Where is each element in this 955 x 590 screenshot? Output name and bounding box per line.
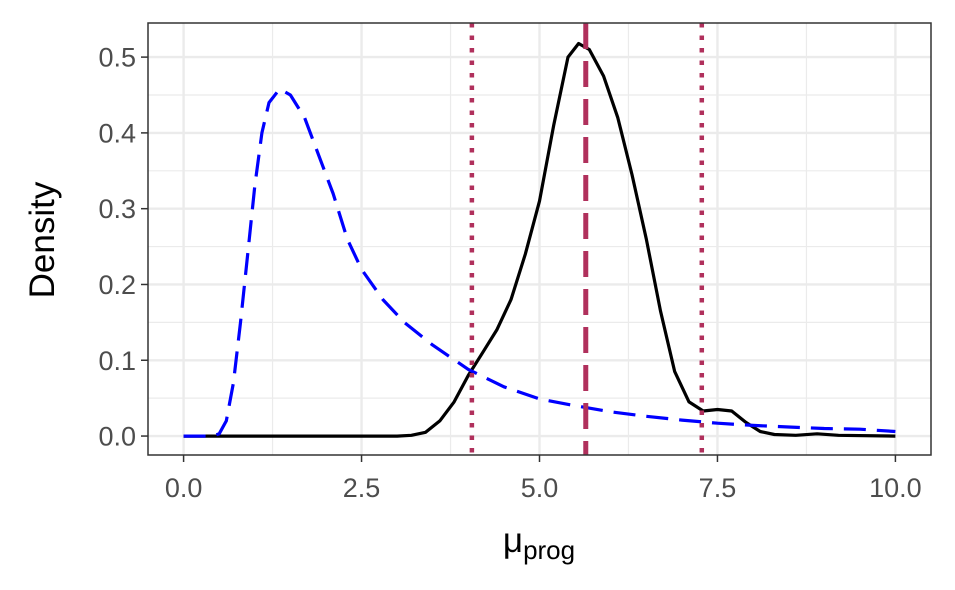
reference-lines (469, 23, 705, 455)
y-tick-label: 0.1 (98, 346, 136, 376)
density-curves (183, 41, 896, 438)
y-tick-label: 0.5 (98, 43, 136, 73)
x-tick-label: 5.0 (521, 473, 559, 503)
y-axis-ticks: 0.0 0.1 0.2 0.3 0.4 0.5 (98, 43, 148, 452)
y-tick-label: 0.3 (98, 194, 136, 224)
x-axis-ticks: 0.0 2.5 5.0 7.5 10.0 (165, 455, 922, 503)
y-axis-title: Density (23, 181, 62, 298)
x-axis-title: μprog (503, 521, 575, 565)
y-tick-label: 0.0 (98, 422, 136, 452)
x-tick-label: 7.5 (699, 473, 737, 503)
y-tick-label: 0.2 (98, 270, 136, 300)
major-gridlines (148, 23, 931, 455)
x-tick-label: 2.5 (343, 473, 381, 503)
dashed-density-curve (183, 87, 896, 438)
x-tick-label: 10.0 (869, 473, 922, 503)
x-tick-label: 0.0 (165, 473, 203, 503)
y-tick-label: 0.4 (98, 118, 136, 148)
